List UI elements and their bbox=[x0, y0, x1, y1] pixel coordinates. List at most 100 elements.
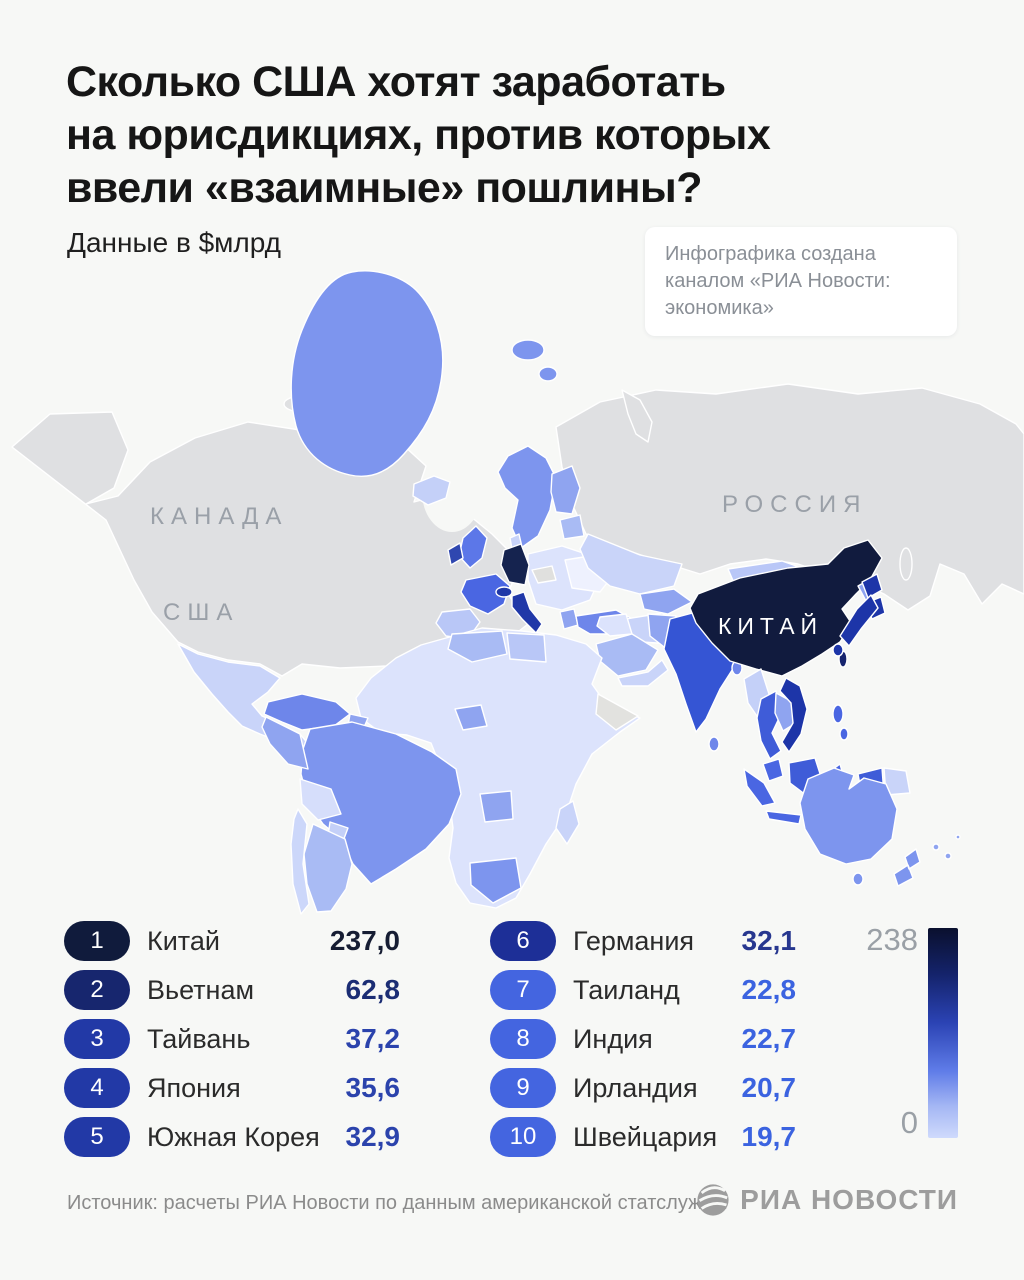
map-svalbard bbox=[511, 339, 545, 361]
map-label-usa: США bbox=[163, 599, 239, 626]
map-japan-honshu bbox=[839, 594, 879, 647]
map-bolivia bbox=[299, 778, 342, 821]
map-japan-kyushu bbox=[832, 643, 844, 657]
rank-badge: 7 bbox=[490, 970, 556, 1010]
map-madagascar bbox=[555, 800, 580, 845]
map-chile bbox=[290, 808, 310, 915]
country-name: Индия bbox=[573, 1023, 653, 1054]
map-tasmania bbox=[852, 872, 864, 886]
ranking-column-right: 6 Германия 32,1 7 Таиланд 22,8 8 Индия 2… bbox=[490, 921, 796, 1157]
country-name: Германия bbox=[573, 925, 695, 956]
map-czech-gray bbox=[531, 565, 557, 584]
map-japan-hokkaido bbox=[861, 573, 883, 599]
ria-globe-icon bbox=[697, 1184, 729, 1216]
units-subtitle: Данные в $млрд bbox=[67, 227, 282, 258]
map-label-canada: КАНАДА bbox=[150, 503, 288, 530]
map-central-asia bbox=[639, 588, 693, 615]
map-angola bbox=[479, 790, 514, 823]
map-malaysia bbox=[762, 758, 784, 782]
scale-min-label: 0 bbox=[900, 1105, 918, 1140]
country-name: Южная Корея bbox=[147, 1121, 320, 1152]
country-value: 37,2 bbox=[345, 1023, 401, 1054]
world-map: КАНАДА США РОССИЯ КИТАЙ bbox=[0, 262, 1024, 920]
map-algeria bbox=[447, 630, 508, 663]
country-value: 35,6 bbox=[345, 1072, 401, 1103]
map-sri-lanka bbox=[708, 736, 720, 752]
map-baltics bbox=[559, 514, 585, 540]
rank-badge: 6 bbox=[490, 921, 556, 961]
rank-badge: 2 bbox=[64, 970, 130, 1010]
rank-row-3: 3 Тайвань 37,2 bbox=[64, 1019, 400, 1059]
map-pacific-island bbox=[932, 843, 940, 851]
map-hudson-bay bbox=[422, 452, 482, 532]
map-greenland bbox=[290, 270, 444, 477]
rank-badge: 4 bbox=[64, 1068, 130, 1108]
map-north-america bbox=[11, 411, 529, 677]
rank-row-8: 8 Индия 22,7 bbox=[490, 1019, 796, 1059]
rank-row-10: 10 Швейцария 19,7 bbox=[490, 1117, 796, 1157]
map-ireland bbox=[447, 542, 464, 566]
map-novaya-zemlya bbox=[621, 389, 653, 443]
country-name: Таиланд bbox=[573, 974, 680, 1005]
map-norway-sweden bbox=[497, 445, 557, 549]
rank-row-4: 4 Япония 35,6 bbox=[64, 1068, 400, 1108]
country-value: 32,1 bbox=[741, 925, 797, 956]
map-greece bbox=[559, 608, 579, 630]
map-somalia-gray bbox=[595, 693, 639, 731]
rank-row-9: 9 Ирландия 20,7 bbox=[490, 1068, 796, 1108]
scale-max-label: 238 bbox=[866, 922, 918, 957]
country-value: 237,0 bbox=[329, 925, 400, 956]
map-pacific-island bbox=[955, 834, 961, 840]
country-value: 22,8 bbox=[741, 974, 797, 1005]
map-vietnam bbox=[779, 677, 808, 753]
map-yemen-oman bbox=[617, 659, 669, 687]
title-line-2: на юрисдикциях, против которых bbox=[66, 111, 771, 159]
map-sakhalin bbox=[899, 547, 913, 581]
map-label-china: КИТАЙ bbox=[718, 612, 823, 639]
map-philippines bbox=[839, 727, 849, 741]
map-iraq-syria bbox=[596, 613, 633, 637]
brand-logo-text: РИА НОВОСТИ bbox=[740, 1184, 958, 1215]
map-sumatra bbox=[743, 768, 776, 807]
country-value: 22,7 bbox=[741, 1023, 797, 1054]
map-philippines bbox=[832, 704, 844, 724]
map-germany bbox=[500, 543, 530, 586]
rank-row-2: 2 Вьетнам 62,8 bbox=[64, 970, 400, 1010]
map-italy bbox=[511, 591, 543, 634]
country-name: Вьетнам bbox=[147, 974, 255, 1005]
country-name: Ирландия bbox=[573, 1072, 698, 1103]
page-title: Сколько США хотят заработать на юрисдикц… bbox=[66, 56, 886, 215]
country-name: Швейцария bbox=[573, 1121, 718, 1152]
map-nigeria bbox=[454, 704, 488, 731]
map-south-africa bbox=[469, 857, 522, 904]
color-scale-bar bbox=[928, 928, 958, 1138]
rank-badge: 3 bbox=[64, 1019, 130, 1059]
source-note: Источник: расчеты РИА Новости по данным … bbox=[67, 1192, 728, 1214]
map-libya bbox=[506, 632, 547, 663]
rank-row-5: 5 Южная Корея 32,9 bbox=[64, 1117, 400, 1157]
map-switzerland bbox=[495, 586, 513, 598]
map-new-zealand bbox=[893, 848, 921, 887]
map-peru bbox=[261, 716, 309, 770]
credit-note: Инфографика создана каналом «РИА Новости… bbox=[645, 227, 957, 336]
brand-logo: РИА НОВОСТИ bbox=[696, 1183, 958, 1217]
map-argentina bbox=[303, 823, 353, 913]
world-map-svg: КАНАДА США РОССИЯ КИТАЙ bbox=[11, 270, 1024, 915]
rank-row-6: 6 Германия 32,1 bbox=[490, 921, 796, 961]
map-svalbard bbox=[538, 366, 558, 382]
country-value: 20,7 bbox=[741, 1072, 797, 1103]
title-line-1: Сколько США хотят заработать bbox=[66, 58, 726, 106]
map-java bbox=[765, 810, 802, 825]
rank-badge: 5 bbox=[64, 1117, 130, 1157]
map-australia bbox=[799, 767, 898, 865]
ranking-column-left: 1 Китай 237,0 2 Вьетнам 62,8 3 Тайвань 3… bbox=[64, 921, 400, 1157]
country-value: 62,8 bbox=[345, 974, 401, 1005]
title-line-3: ввели «взаимные» пошлины? bbox=[66, 164, 703, 212]
map-france bbox=[460, 573, 511, 615]
rank-badge: 9 bbox=[490, 1068, 556, 1108]
country-name: Китай bbox=[147, 925, 220, 956]
country-value: 19,7 bbox=[741, 1121, 797, 1152]
map-label-russia: РОССИЯ bbox=[722, 491, 867, 518]
country-value: 32,9 bbox=[345, 1121, 401, 1152]
